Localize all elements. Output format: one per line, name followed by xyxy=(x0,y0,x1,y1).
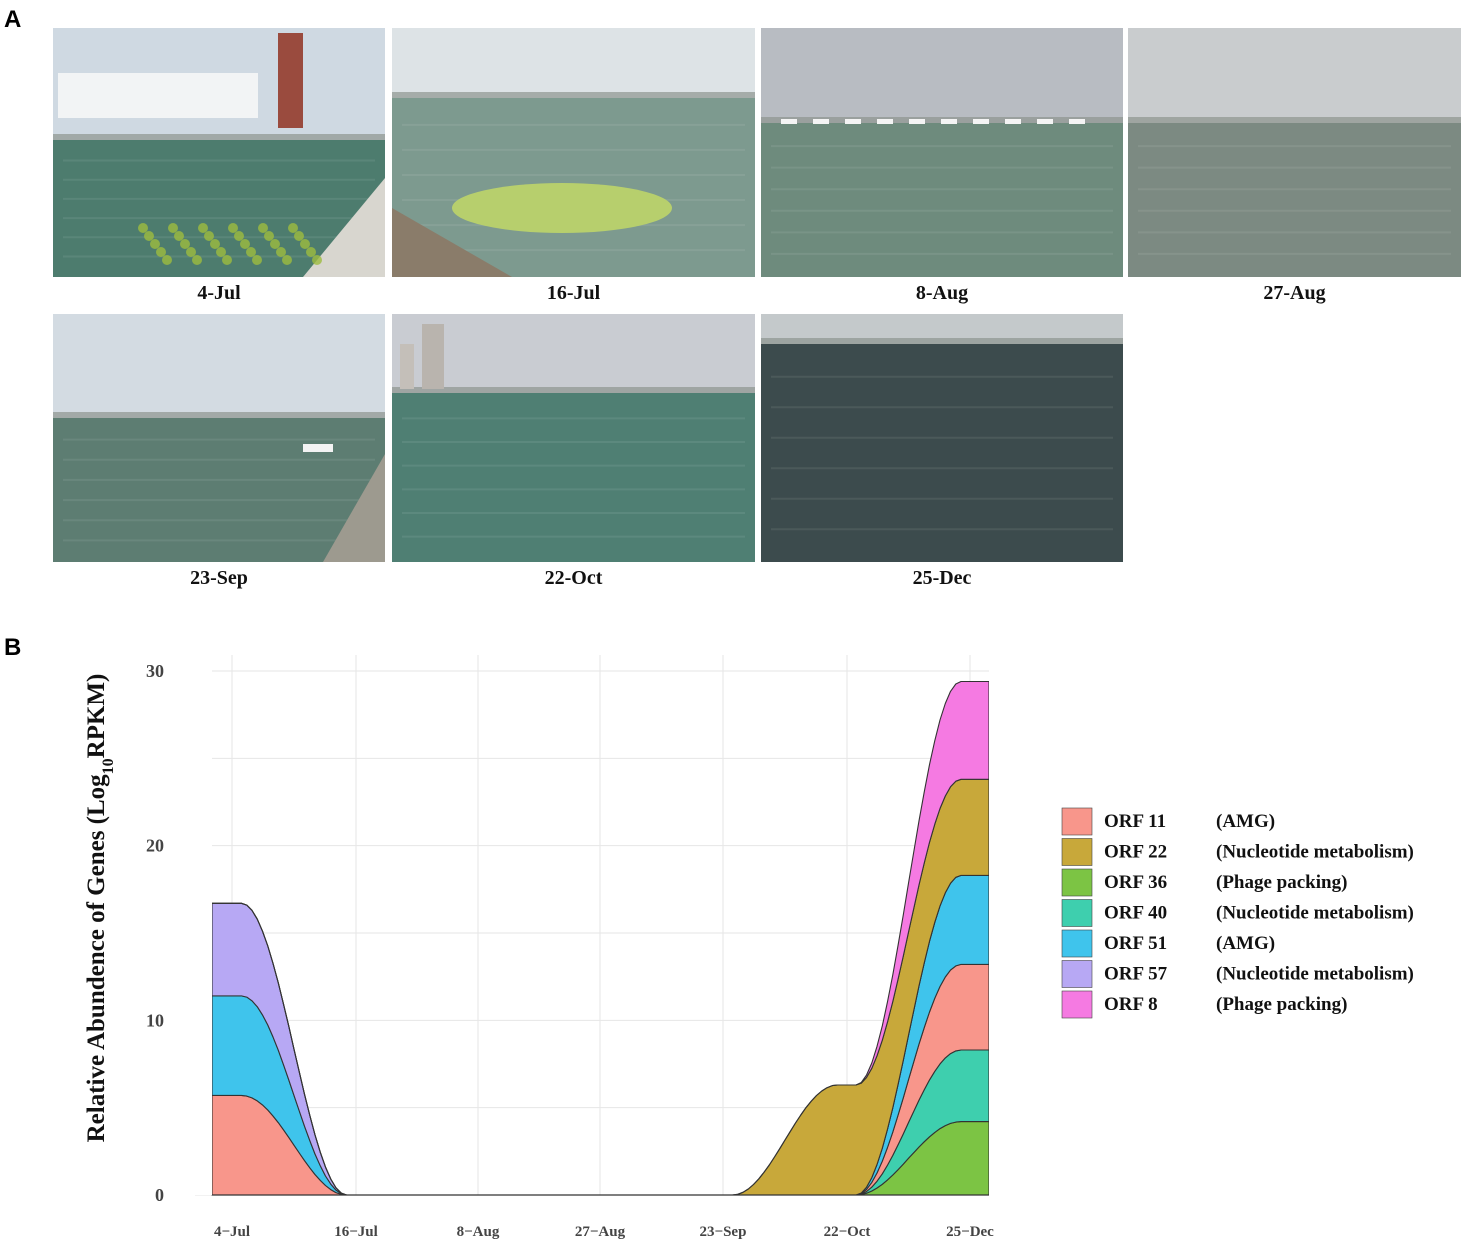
photo-open-sea-shore xyxy=(1128,28,1461,277)
legend-orf-label: ORF 22 xyxy=(1104,842,1167,863)
photo-calm-dark-sea xyxy=(761,314,1123,562)
panel-a-label: A xyxy=(4,6,22,33)
x-tick-label: 23−Sep xyxy=(700,1224,747,1240)
photo-beach-algae-workers xyxy=(392,28,755,277)
legend-function-label: (AMG) xyxy=(1216,933,1275,954)
photo-harbor-boats xyxy=(761,28,1123,277)
y-tick-label: 10 xyxy=(146,1010,164,1030)
legend-swatch xyxy=(1061,807,1093,836)
panel-b-label: B xyxy=(4,634,22,661)
legend-orf-label: ORF 8 xyxy=(1104,994,1158,1015)
legend-swatch xyxy=(1061,929,1093,958)
legend-function-label: (Nucleotide metabolism) xyxy=(1216,964,1414,985)
legend-swatch xyxy=(1061,899,1093,927)
x-axis-ticks: 4−Jul 16−Jul 8−Aug 27−Aug 23−Sep 22−Oct 25−Dec xyxy=(214,1224,994,1240)
y-tick-label: 30 xyxy=(146,661,164,681)
x-tick-label: 16−Jul xyxy=(334,1224,378,1240)
legend-orf-label: ORF 11 xyxy=(1104,811,1166,832)
legend-swatch xyxy=(1061,868,1093,897)
legend-function-label: (Phage packing) xyxy=(1216,872,1347,893)
legend-orf-label: ORF 36 xyxy=(1104,872,1167,893)
x-tick-label: 27−Aug xyxy=(575,1224,626,1240)
photo-caption: 22-Oct xyxy=(544,567,603,589)
legend-orf-label: ORF 51 xyxy=(1104,933,1167,954)
photo-caption: 25-Dec xyxy=(912,567,972,589)
x-tick-label: 4−Jul xyxy=(214,1224,250,1240)
y-tick-label: 20 xyxy=(146,836,164,856)
legend-orf-label: ORF 40 xyxy=(1104,903,1167,924)
legend-swatch xyxy=(1061,960,1093,988)
legend-orf-label: ORF 57 xyxy=(1104,964,1168,985)
x-tick-label: 8−Aug xyxy=(457,1224,500,1240)
photo-caption: 8-Aug xyxy=(915,282,969,304)
y-tick-label: 0 xyxy=(155,1185,164,1205)
x-tick-label: 22−Oct xyxy=(824,1224,871,1240)
legend: ORF 11 (AMG) ORF 22 (Nucleotide metabolism)… xyxy=(1061,807,1414,1019)
stack-areas xyxy=(195,655,1045,1197)
photo-pier-city-skyline xyxy=(53,314,385,562)
x-tick-label: 25−Dec xyxy=(946,1224,994,1240)
photo-ferry-dock-algae xyxy=(53,28,385,277)
photo-caption: 27-Aug xyxy=(1263,282,1326,304)
photo-bay-towers xyxy=(392,314,755,562)
legend-function-label: (Nucleotide metabolism) xyxy=(1216,903,1414,924)
y-axis-ticks: 0 10 20 30 xyxy=(146,661,164,1205)
legend-swatch xyxy=(1061,838,1093,866)
legend-function-label: (Nucleotide metabolism) xyxy=(1216,842,1414,863)
photo-caption: 23-Sep xyxy=(190,567,248,589)
legend-function-label: (Phage packing) xyxy=(1216,994,1347,1015)
y-axis-label: Relative Abundence of Genes (Log10RPKM) xyxy=(83,674,117,1143)
photo-caption: 4-Jul xyxy=(197,282,241,304)
left-mask xyxy=(195,655,212,1195)
legend-swatch xyxy=(1061,990,1093,1019)
legend-function-label: (AMG) xyxy=(1216,811,1275,832)
right-mask xyxy=(989,655,1045,1197)
photo-caption: 16-Jul xyxy=(546,282,601,304)
